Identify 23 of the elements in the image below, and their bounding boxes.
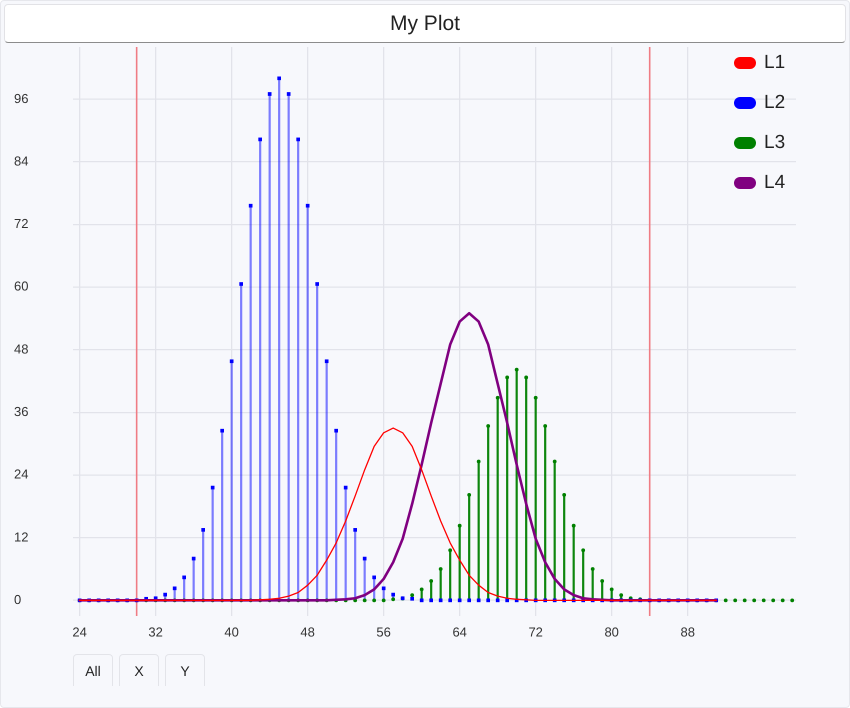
- y-tick-label: 96: [14, 90, 28, 106]
- x-tick-label: 80: [604, 624, 619, 640]
- x-tick-label: 48: [300, 624, 315, 640]
- legend-label: L2: [764, 92, 786, 114]
- legend-label: L1: [764, 52, 786, 74]
- y-tick-label: 60: [14, 278, 28, 294]
- x-tick-label: 72: [528, 624, 543, 640]
- y-tick-label: 36: [14, 404, 28, 419]
- x-tick-label: 88: [680, 624, 695, 640]
- x-tick-label: 32: [148, 624, 163, 640]
- y-tick-label: 12: [14, 529, 28, 544]
- chart-title: My Plot: [4, 4, 846, 43]
- legend-label: L3: [764, 132, 786, 154]
- legend-label: L4: [764, 172, 786, 194]
- y-tick-label: 0: [14, 592, 22, 607]
- x-tick-label: 24: [72, 624, 87, 640]
- x-tick-label: 56: [376, 624, 391, 640]
- y-tick-label: 48: [14, 341, 28, 356]
- x-tick-label: 40: [224, 624, 239, 640]
- y-tick-label: 84: [14, 153, 28, 168]
- y-tick-label: 24: [14, 466, 28, 482]
- x-tick-label: 64: [452, 624, 467, 640]
- y-tick-label: 72: [14, 216, 28, 232]
